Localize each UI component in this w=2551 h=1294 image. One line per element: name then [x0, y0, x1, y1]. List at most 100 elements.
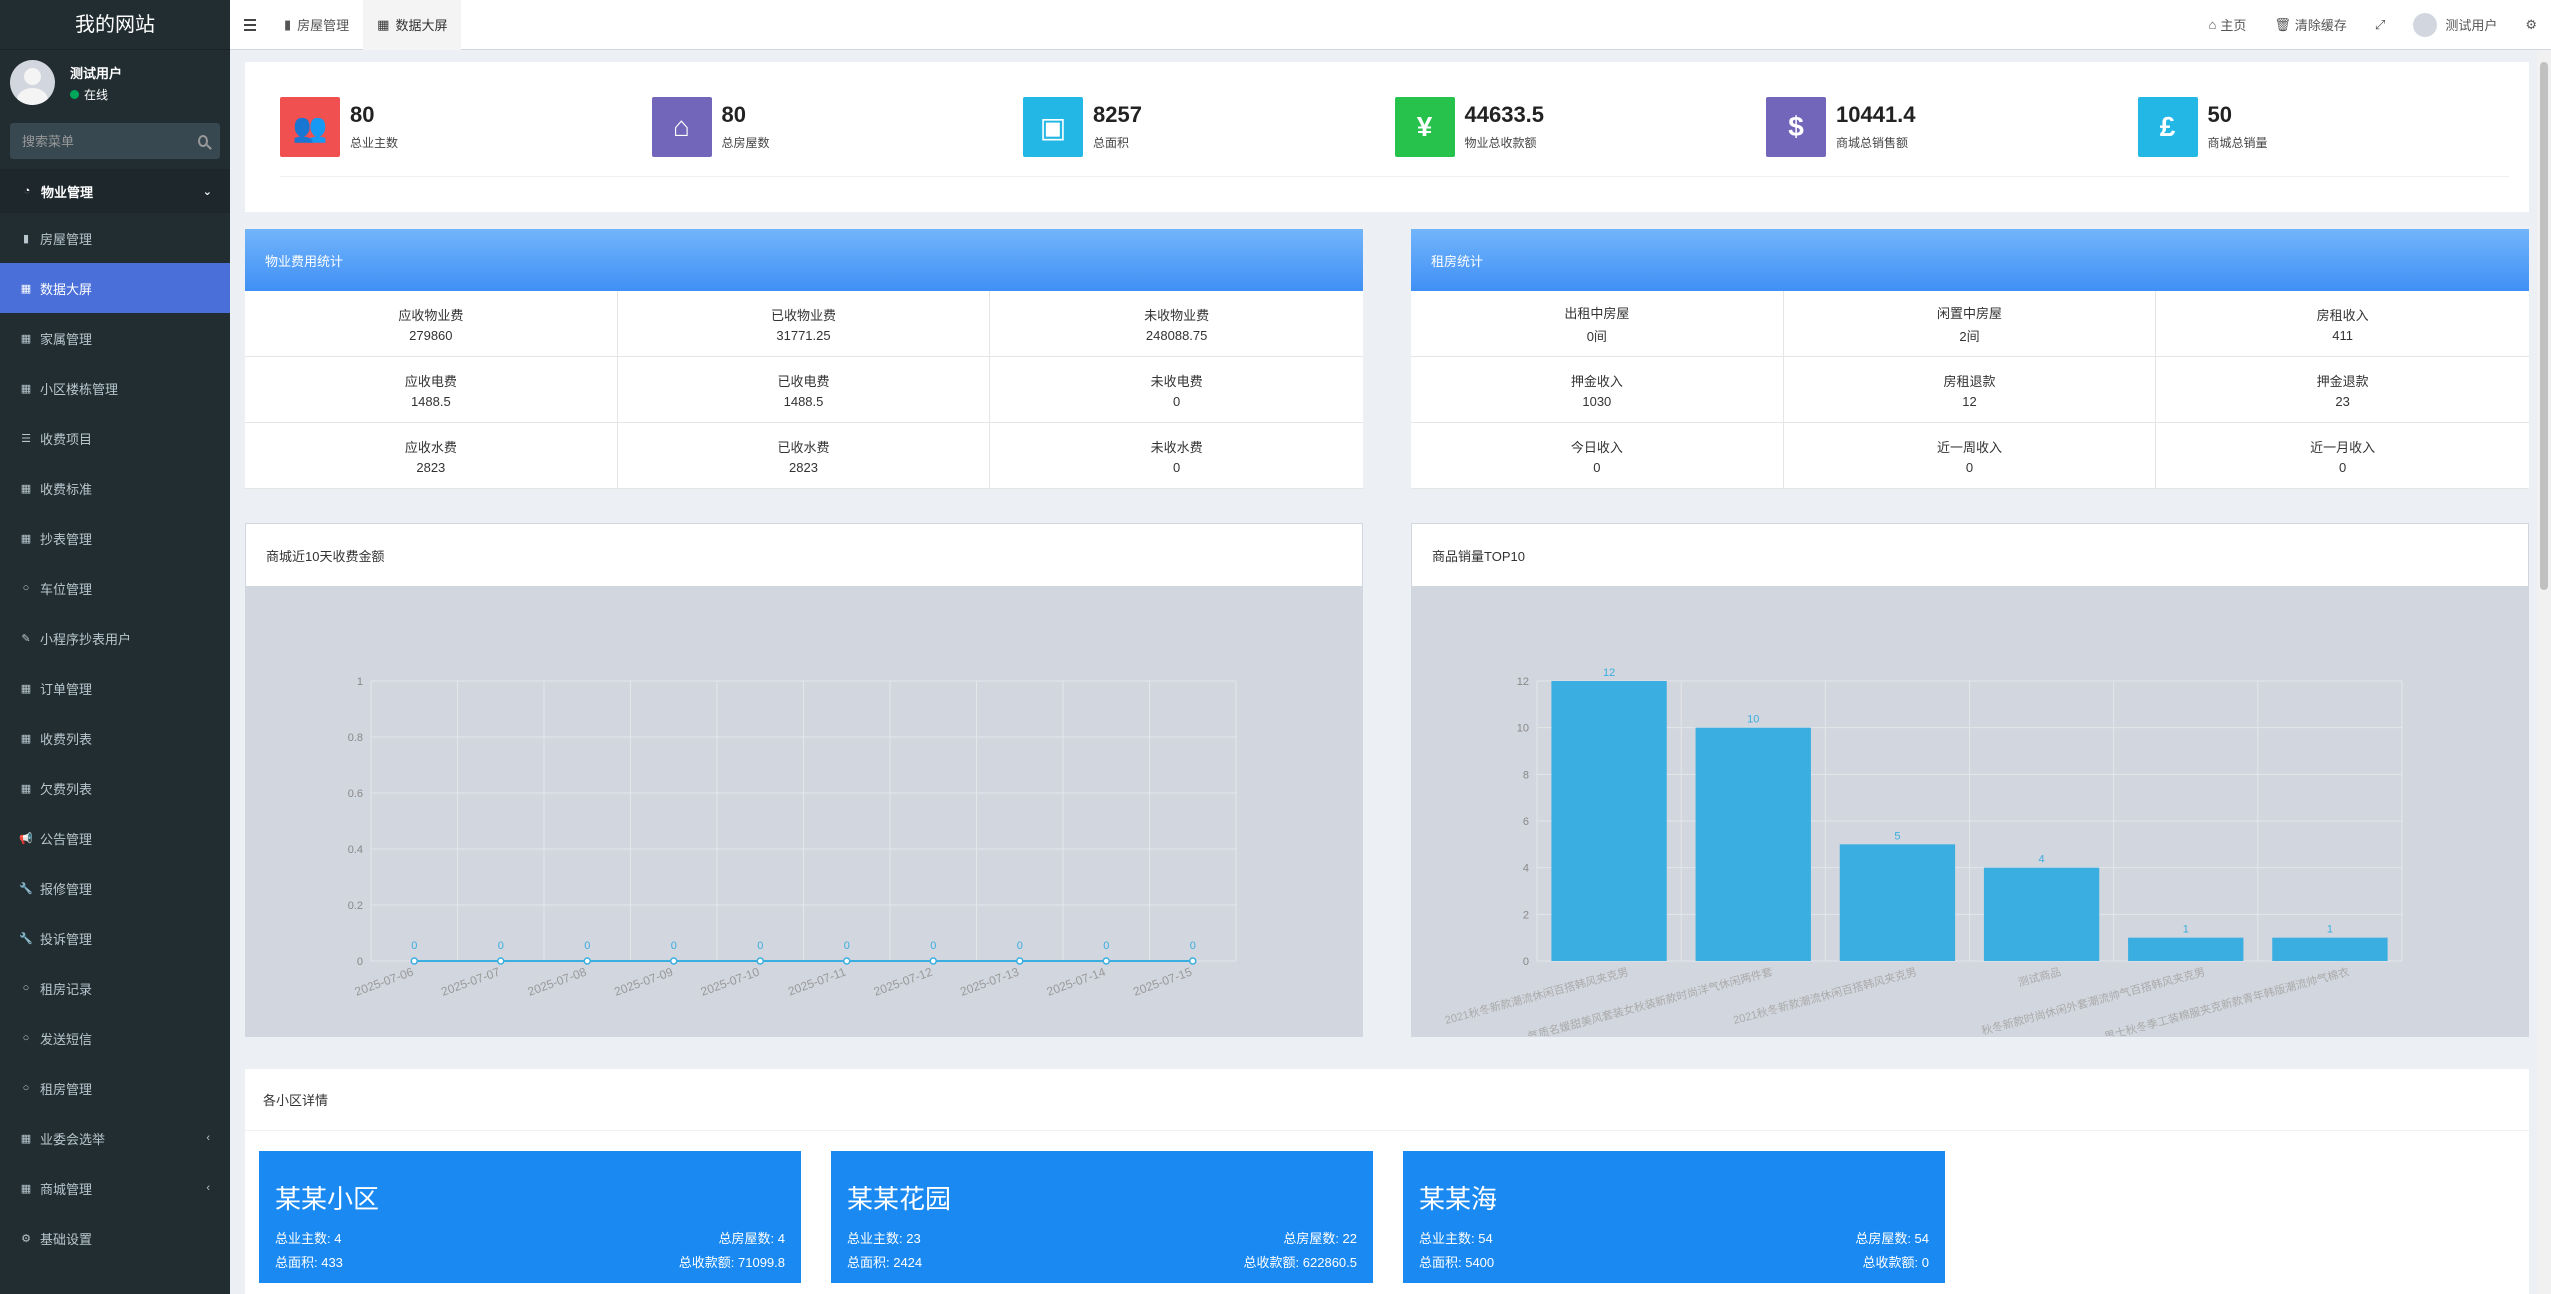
tab-data-screen[interactable]: ▦ 数据大屏: [363, 0, 462, 50]
stat-area: ▣ 8257 总面积: [1023, 97, 1395, 177]
online-dot-icon: [70, 89, 79, 99]
tab-house-management[interactable]: ▮ 房屋管理: [270, 0, 363, 50]
sidebar-item-label: 投诉管理: [40, 931, 93, 947]
sidebar-item-20[interactable]: ⚙ 基础设置: [0, 1213, 230, 1263]
cell-label: 近一周收入: [1936, 439, 2002, 455]
sidebar-item-18[interactable]: ▦ 业委会选举 ‹: [0, 1113, 230, 1163]
stat-cell: 应收水费 2823: [245, 423, 618, 489]
avatar: [2413, 12, 2438, 37]
bar[interactable]: [1839, 844, 1956, 961]
circle-icon: ○: [22, 1082, 30, 1094]
y-tick-label: 10: [1517, 723, 1529, 735]
sidebar-item-19[interactable]: ▦ 商城管理 ‹: [0, 1163, 230, 1213]
sidebar-item-16[interactable]: ○ 发送短信: [0, 1013, 230, 1063]
cell-label: 出租中房屋: [1564, 305, 1630, 321]
sidebar-item-11[interactable]: ▦ 欠费列表: [0, 763, 230, 813]
stat-cell: 押金收入 1030: [1411, 357, 1784, 423]
sidebar-item-10[interactable]: ▦ 收费列表: [0, 713, 230, 763]
sidebar-search: [10, 123, 220, 159]
main-content: 👥 80 总业主数 ⌂ 80 总房屋数 ▣ 8257 总面积 ¥44633.5 物业总收款额 $104…: [245, 62, 2529, 1294]
table-icon: ▦: [20, 332, 32, 345]
sidebar-item-17[interactable]: ○ 租房管理: [0, 1063, 230, 1113]
community-name: 某某海: [1419, 1184, 1498, 1214]
stat-label: 总房屋数: [721, 136, 770, 150]
sidebar-item-13[interactable]: 🔧 报修管理: [0, 863, 230, 913]
data-label: 0: [1190, 940, 1196, 952]
search-input[interactable]: [22, 133, 198, 149]
x-tick-label: 2025-07-08: [526, 965, 589, 999]
cell-value: 12: [1962, 393, 1977, 409]
bar[interactable]: [1551, 681, 1667, 961]
home-icon: ⌂: [2208, 17, 2217, 32]
menu-toggle-icon[interactable]: [230, 18, 270, 31]
sidebar-item-15[interactable]: ○ 租房记录: [0, 963, 230, 1013]
page-scrollbar[interactable]: [2537, 50, 2551, 1294]
sidebar-item-label: 车位管理: [40, 581, 93, 597]
sidebar-item-12[interactable]: 📢 公告管理: [0, 813, 230, 863]
scroll-thumb[interactable]: [2540, 62, 2548, 590]
settings-button[interactable]: ⚙: [2511, 17, 2551, 33]
total-income: 总收款额: 71099.8: [678, 1255, 785, 1270]
sidebar-item-5[interactable]: ▦ 收费标准: [0, 463, 230, 513]
clear-cache-button[interactable]: 🗑 清除缓存: [2260, 15, 2361, 34]
chevron-left-icon: ‹: [206, 1182, 210, 1194]
cell-value: 1488.5: [783, 393, 824, 409]
cell-label: 今日收入: [1570, 439, 1623, 455]
home-link[interactable]: ⌂ 主页: [2195, 15, 2261, 34]
site-brand[interactable]: 我的网站: [0, 0, 230, 50]
stat-houses: ⌂ 80 总房屋数: [651, 97, 1023, 177]
sidebar-item-6[interactable]: ▦ 抄表管理: [0, 513, 230, 563]
table-icon: ▦: [20, 1182, 32, 1195]
y-tick-label: 8: [1523, 769, 1529, 781]
bar[interactable]: [1695, 727, 1811, 961]
cell-label: 已收物业费: [770, 307, 836, 323]
stat-value: 8257: [1093, 102, 1142, 127]
data-label: 0: [498, 940, 504, 952]
users-icon: 👥: [280, 97, 340, 157]
sidebar-item-0[interactable]: ▮ 房屋管理: [0, 213, 230, 263]
sidebar-item-9[interactable]: ▦ 订单管理: [0, 663, 230, 713]
panel-title: 租房统计: [1411, 229, 2529, 291]
search-icon[interactable]: [198, 135, 208, 147]
sidebar-item-3[interactable]: ▦ 小区楼栋管理: [0, 363, 230, 413]
x-tick-label: 2025-07-07: [439, 965, 502, 999]
sidebar-item-label: 收费列表: [40, 731, 93, 747]
circle-icon: ○: [22, 982, 30, 994]
fullscreen-button[interactable]: ⤢: [2361, 17, 2399, 33]
sidebar-item-2[interactable]: ▦ 家属管理: [0, 313, 230, 363]
tab-label: 房屋管理: [297, 18, 350, 33]
sidebar-item-8[interactable]: ✎ 小程序抄表用户: [0, 613, 230, 663]
community-card[interactable]: 某某海 总业主数: 54 总房屋数: 54 总面积: 5400 总收款额: 0: [1403, 1151, 1945, 1283]
menu-header-property[interactable]: ◔ 物业管理 ⌄: [0, 169, 230, 213]
bar[interactable]: [1983, 867, 2100, 961]
stat-label: 物业总收款额: [1464, 136, 1537, 150]
y-tick-label: 2: [1523, 909, 1529, 921]
user-menu[interactable]: 测试用户: [2399, 12, 2511, 37]
y-tick-label: 12: [1517, 676, 1529, 688]
cell-label: 未收物业费: [1144, 307, 1210, 323]
circle-icon: ○: [22, 582, 30, 594]
stat-mall-volume: £50 商城总销量: [2137, 97, 2509, 177]
data-label: 0: [411, 940, 417, 952]
x-tick-label: 男士秋冬季工装棉服夹克新款青年韩版潮流帅气棉衣: [2103, 964, 2351, 1036]
cell-value: 0: [1965, 459, 1974, 475]
bar[interactable]: [2128, 937, 2244, 961]
yen-icon: ¥: [1394, 97, 1455, 157]
circle-icon: ○: [22, 1032, 30, 1044]
sidebar-item-4[interactable]: ☰ 收费项目: [0, 413, 230, 463]
sidebar-item-1[interactable]: ▦ 数据大屏: [0, 263, 230, 313]
avatar: [10, 60, 55, 105]
sidebar-item-7[interactable]: ○ 车位管理: [0, 563, 230, 613]
table-icon: ▦: [20, 1132, 32, 1145]
user-panel: 测试用户 在线: [0, 50, 230, 115]
community-card[interactable]: 某某花园 总业主数: 23 总房屋数: 22 总面积: 2424 总收款额: 62286…: [831, 1151, 1373, 1283]
stat-cell: 近一月收入 0: [2156, 423, 2529, 489]
data-label: 0: [584, 940, 590, 952]
bar[interactable]: [2272, 937, 2388, 961]
community-card[interactable]: 某某小区 总业主数: 4 总房屋数: 4 总面积: 433 总收款额: 71099.8: [259, 1151, 801, 1283]
data-label: 0: [1017, 940, 1023, 952]
dashboard-icon: ◔: [23, 185, 31, 197]
house-count: 总房屋数: 4: [718, 1231, 785, 1246]
sidebar-item-14[interactable]: 🔧 投诉管理: [0, 913, 230, 963]
sidebar-item-label: 家属管理: [40, 331, 93, 347]
